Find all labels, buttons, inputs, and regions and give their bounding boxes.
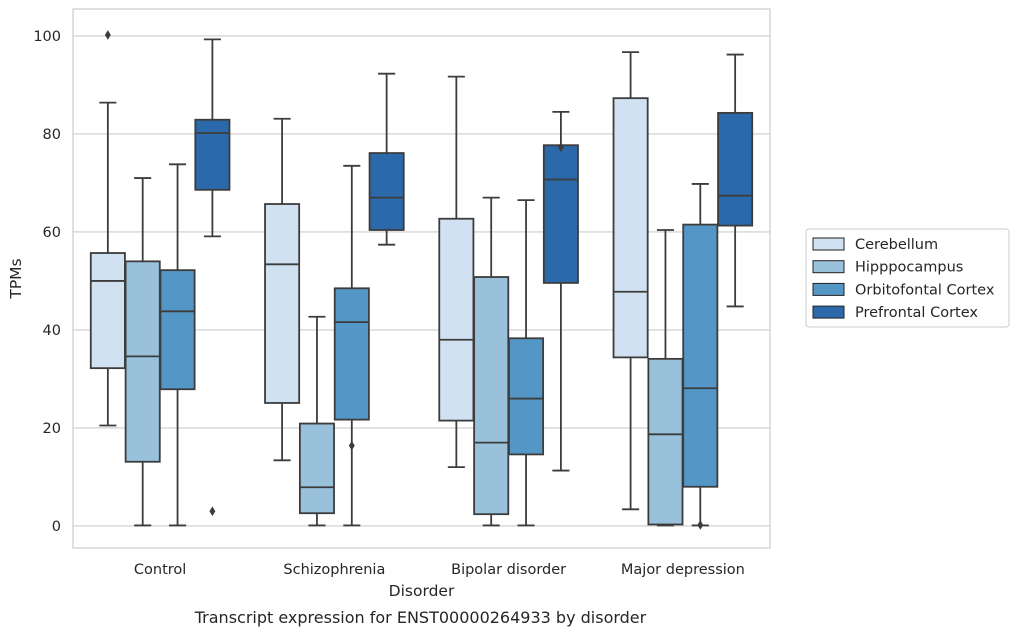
y-axis-title: TPMs: [7, 258, 25, 299]
x-tick-label: Bipolar disorder: [451, 562, 566, 578]
box-orbitofontal-cortex-control: [159, 163, 196, 527]
legend-label: Orbitofontal Cortex: [855, 282, 995, 298]
chart-caption: Transcript expression for ENST0000026493…: [194, 608, 647, 627]
legend-swatch: [812, 305, 845, 319]
x-axis-title: Disorder: [389, 582, 455, 600]
box-prefrontal-cortex-major-depression: [717, 53, 754, 308]
box-iqr: [473, 276, 510, 516]
box-iqr: [298, 422, 335, 515]
box-hipppocampus-bipolar-disorder: [473, 196, 510, 527]
legend-frame: [805, 228, 1010, 328]
box-iqr: [508, 337, 545, 456]
legend-label: Cerebellum: [855, 237, 938, 253]
x-tick-label: Schizophrenia: [283, 562, 385, 578]
outlier-point: [557, 142, 564, 152]
outlier-point: [697, 520, 704, 530]
box-iqr: [194, 118, 231, 191]
plot-frame: [72, 8, 771, 549]
y-tick-label: 20: [43, 421, 61, 437]
box-orbitofontal-cortex-schizophrenia: [333, 164, 370, 527]
box-prefrontal-cortex-schizophrenia: [368, 72, 405, 246]
box-iqr: [647, 357, 684, 526]
legend-entry: Hipppocampus: [812, 260, 963, 276]
x-tick-labels: Control Schizophrenia Bipolar disorder Majo…: [134, 562, 745, 578]
outlier-point: [104, 30, 111, 40]
x-tick-label: Major depression: [621, 562, 745, 578]
box-cerebellum-bipolar-disorder: [438, 75, 475, 469]
box-iqr: [89, 252, 126, 370]
box-cerebellum-major-depression: [612, 51, 649, 511]
legend-label: Prefrontal Cortex: [855, 305, 978, 321]
y-tick-label: 60: [43, 225, 61, 241]
box-orbitofontal-cortex-bipolar-disorder: [508, 199, 545, 527]
box-orbitofontal-cortex-major-depression: [682, 183, 719, 530]
y-tick-label: 100: [33, 29, 61, 45]
box-hipppocampus-control: [124, 177, 161, 527]
box-hipppocampus-schizophrenia: [298, 315, 335, 527]
legend-swatch: [812, 237, 845, 251]
y-tick-labels: 0 20 40 60 80 100: [33, 29, 61, 535]
outlier-point: [348, 440, 355, 451]
box-iqr: [542, 144, 579, 284]
box-hipppocampus-major-depression: [647, 229, 684, 527]
box-iqr: [682, 223, 719, 488]
legend-entry: Prefrontal Cortex: [812, 305, 978, 321]
legend: Cerebellum Hipppocampus Orbitofontal Corte…: [805, 228, 1010, 328]
legend-label: Hipppocampus: [855, 260, 963, 276]
box-prefrontal-cortex-bipolar-disorder: [542, 111, 579, 472]
legend-entry: Cerebellum: [812, 237, 938, 253]
boxplot-marks: [89, 30, 754, 530]
x-tick-label: Control: [134, 562, 186, 578]
box-iqr: [159, 269, 196, 391]
box-iqr: [124, 260, 161, 463]
box-iqr: [438, 217, 475, 422]
legend-swatch: [812, 282, 845, 296]
box-cerebellum-schizophrenia: [264, 117, 301, 462]
outlier-point: [209, 506, 216, 517]
y-tick-label: 80: [43, 127, 61, 143]
box-iqr: [264, 203, 301, 404]
box-cerebellum-control: [89, 30, 126, 427]
box-iqr: [612, 97, 649, 359]
legend-entry: Orbitofontal Cortex: [812, 282, 995, 298]
box-iqr: [717, 111, 754, 227]
y-tick-label: 40: [43, 323, 61, 339]
box-iqr: [333, 287, 370, 421]
box-iqr: [368, 152, 405, 231]
y-tick-label: 0: [52, 519, 61, 535]
box-prefrontal-cortex-control: [194, 38, 231, 517]
legend-swatch: [812, 260, 845, 274]
